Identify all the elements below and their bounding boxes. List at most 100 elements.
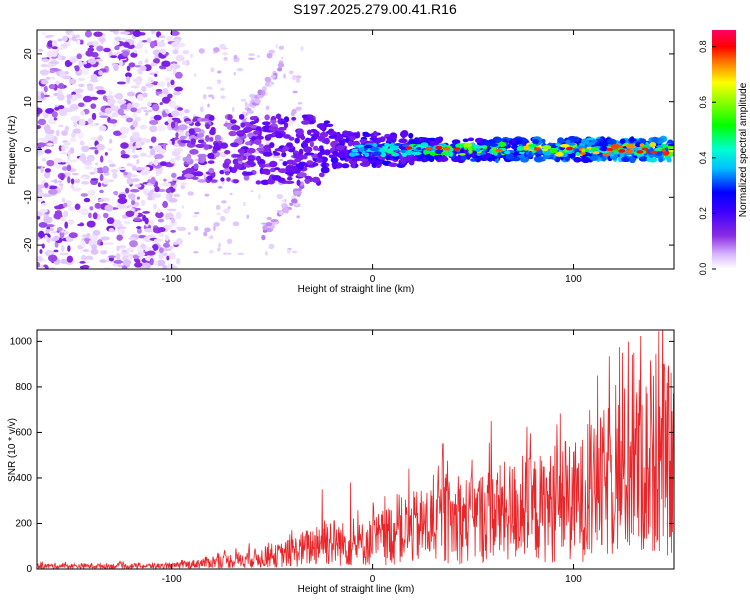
heatmap-cell: [43, 124, 51, 132]
heatmap-cell: [38, 48, 43, 52]
heatmap-cell: [498, 141, 507, 147]
heatmap-cell: [169, 157, 176, 164]
heatmap-cell: [90, 103, 97, 109]
heatmap-cell: [262, 224, 268, 231]
heatmap-cell: [300, 45, 304, 52]
heatmap-cell: [281, 151, 287, 158]
heatmap-cell: [67, 150, 71, 156]
heatmap-cell: [71, 34, 77, 42]
heatmap-cell: [71, 172, 79, 176]
heatmap-cell: [102, 165, 109, 174]
heatmap-cell: [261, 168, 271, 175]
heatmap-cell: [294, 190, 302, 195]
heatmap-cell: [304, 178, 311, 185]
heatmap-cell: [278, 211, 285, 216]
heatmap-cell: [130, 196, 136, 202]
heatmap-cell: [162, 264, 168, 269]
heatmap-cell: [94, 149, 99, 155]
heatmap-cell: [166, 208, 177, 212]
heatmap-cell: [154, 186, 160, 193]
heatmap-cell: [401, 144, 409, 147]
heatmap-cell: [158, 253, 164, 260]
heatmap-cell: [92, 212, 98, 220]
heatmap-cell: [296, 215, 300, 219]
heatmap-cell: [191, 176, 199, 180]
heatmap-cell: [262, 151, 273, 157]
heatmap-cell: [91, 112, 97, 121]
heatmap-cell: [113, 260, 124, 264]
heatmap-cell: [41, 202, 47, 206]
heatmap-cell: [392, 135, 398, 140]
heatmap-cell: [79, 140, 85, 146]
heatmap-cell: [173, 148, 184, 152]
heatmap-cell: [153, 58, 160, 64]
heatmap-cell: [92, 229, 101, 236]
heatmap-cell: [146, 250, 156, 256]
heatmap-cell: [228, 130, 237, 137]
heatmap-cell: [283, 73, 286, 79]
heatmap-cell: [204, 193, 210, 197]
heatmap-cell: [384, 143, 390, 147]
heatmap-cell: [254, 99, 260, 104]
heatmap-cell: [64, 125, 70, 132]
heatmap-cell: [79, 39, 84, 45]
heatmap-cell: [175, 156, 181, 160]
heatmap-cell: [68, 232, 78, 239]
heatmap-cell: [283, 122, 289, 129]
heatmap-cell: [59, 231, 65, 239]
heatmap-cell: [107, 148, 113, 151]
heatmap-cell: [399, 131, 408, 138]
heatmap-cell: [276, 194, 284, 200]
heatmap-cell: [51, 111, 58, 118]
heatmap-cell: [405, 150, 413, 156]
heatmap-cell: [462, 142, 473, 148]
heatmap-cell: [235, 131, 244, 135]
heatmap-cell: [120, 142, 129, 149]
heatmap-cell: [150, 79, 154, 83]
heatmap-cell: [198, 48, 205, 54]
heatmap-cell: [286, 142, 293, 148]
heatmap-cell: [37, 255, 43, 262]
heatmap-cell: [168, 252, 176, 260]
heatmap-cell: [184, 156, 192, 163]
colorbar: 0.0 0.2 0.4 0.6 0.8 Normalized spectral ampl…: [698, 30, 749, 275]
heatmap-cell: [122, 249, 127, 253]
heatmap-cell: [483, 153, 489, 160]
heatmap-cell: [236, 67, 244, 72]
heatmap-cell: [400, 157, 407, 164]
heatmap-cell: [271, 175, 282, 181]
heatmap-cell: [103, 212, 109, 219]
heatmap-cell: [174, 39, 182, 43]
heatmap-cell: [88, 234, 99, 241]
heatmap-cell: [38, 230, 45, 239]
heatmap-cell: [225, 171, 230, 176]
heatmap-cell: [159, 161, 168, 167]
heatmap-cell: [359, 158, 369, 162]
heatmap-cell: [646, 156, 652, 163]
heatmap-cell: [204, 144, 210, 150]
heatmap-cell: [460, 156, 467, 161]
heatmap-cell: [51, 231, 58, 234]
heatmap-cell: [181, 205, 185, 209]
heatmap-cell: [476, 148, 481, 153]
heatmap-cell: [171, 137, 175, 146]
heatmap-cell: [83, 197, 91, 203]
heatmap-cell: [41, 58, 50, 62]
heatmap-cell: [227, 205, 231, 210]
heatmap-cell: [264, 81, 271, 87]
heatmap-cell: [37, 142, 46, 148]
heatmap-cell: [57, 54, 62, 61]
heatmap-cell: [610, 144, 621, 149]
heatmap-cell: [117, 167, 127, 171]
heatmap-cell: [69, 58, 78, 63]
heatmap-cell: [122, 259, 132, 266]
heatmap-cell: [39, 266, 46, 269]
heatmap-cell: [194, 121, 201, 127]
heatmap-cell: [60, 216, 66, 222]
heatmap-cell: [181, 169, 190, 175]
heatmap-cell: [153, 259, 159, 266]
heatmap-cell: [157, 142, 168, 146]
heatmap-cell: [100, 236, 110, 241]
heatmap-cell: [46, 226, 51, 230]
